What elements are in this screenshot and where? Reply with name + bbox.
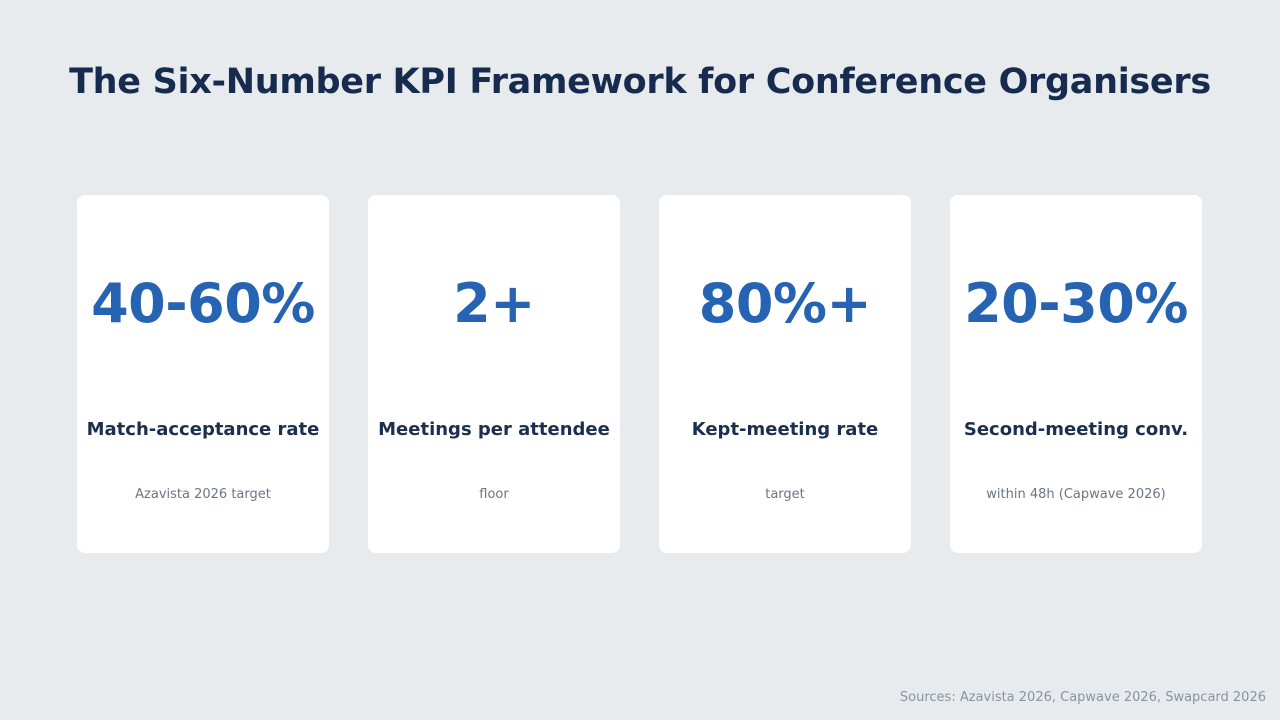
kpi-value: 80%+ (698, 272, 872, 335)
kpi-label: Second-meeting conv. (963, 419, 1189, 440)
kpi-card-meetings-per-attendee: 2+ Meetings per attendee floor (368, 195, 620, 553)
kpi-value: 2+ (453, 272, 535, 335)
kpi-value: 40-60% (91, 272, 315, 335)
kpi-note: target (765, 487, 805, 502)
sources-footnote: Sources: Azavista 2026, Capwave 2026, Sw… (899, 690, 1266, 705)
kpi-cards: 40-60% Match-acceptance rate Azavista 20… (77, 195, 1203, 553)
kpi-note: floor (479, 487, 509, 502)
kpi-label: Kept-meeting rate (691, 419, 879, 440)
kpi-note: within 48h (Capwave 2026) (986, 487, 1166, 502)
kpi-card-match-acceptance: 40-60% Match-acceptance rate Azavista 20… (77, 195, 329, 553)
kpi-card-second-meeting: 20-30% Second-meeting conv. within 48h (… (950, 195, 1202, 553)
kpi-value: 20-30% (964, 272, 1188, 335)
page-title: The Six-Number KPI Framework for Confere… (69, 62, 1211, 102)
kpi-card-kept-meeting: 80%+ Kept-meeting rate target (659, 195, 911, 553)
kpi-label: Match-acceptance rate (86, 419, 320, 440)
kpi-label: Meetings per attendee (378, 419, 610, 440)
kpi-note: Azavista 2026 target (135, 487, 271, 502)
